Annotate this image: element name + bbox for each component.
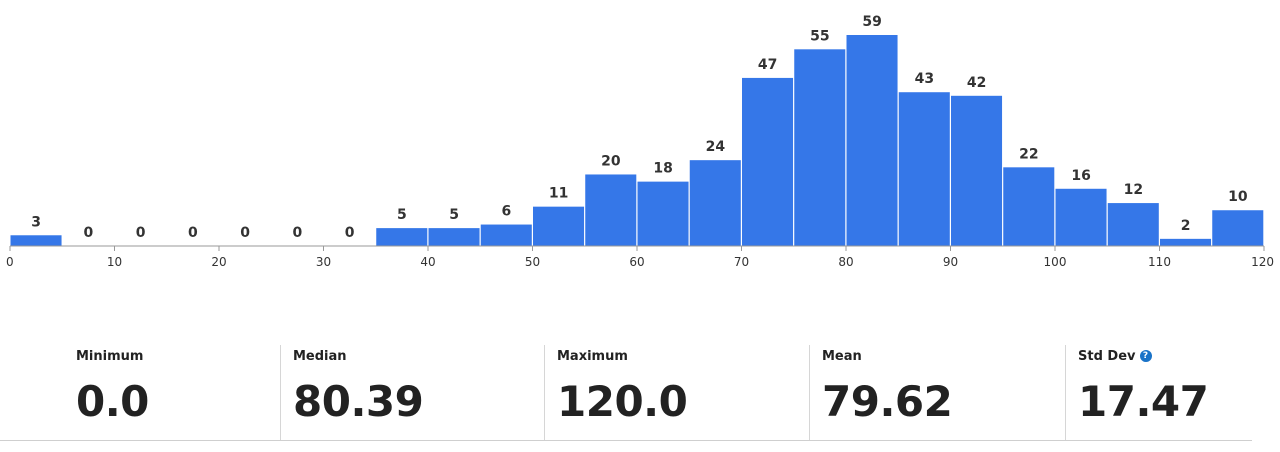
bar-value-label: 18 [653, 161, 672, 177]
x-tick-label: 60 [629, 255, 644, 269]
bar-value-label: 20 [601, 153, 621, 169]
bar-value-label: 0 [345, 225, 355, 241]
histogram-bar[interactable] [1107, 203, 1159, 246]
bar-value-label: 47 [758, 57, 777, 73]
histogram-bar[interactable] [742, 77, 794, 246]
histogram-bar[interactable] [794, 49, 846, 247]
bar-value-label: 42 [967, 75, 986, 91]
bar-value-label: 5 [397, 207, 407, 223]
bar-value-label: 0 [84, 225, 94, 241]
bars-group [10, 35, 1264, 247]
histogram-bar[interactable] [951, 95, 1003, 246]
bar-value-label: 3 [31, 214, 41, 230]
histogram-bar[interactable] [585, 174, 637, 246]
x-tick-label: 100 [1044, 255, 1067, 269]
x-tick-label: 110 [1148, 255, 1171, 269]
bar-value-label: 22 [1019, 146, 1038, 162]
stat-value: 120.0 [557, 377, 688, 426]
stat-minimum: Minimum 0.0 [0, 345, 280, 440]
histogram-bar[interactable] [1003, 167, 1055, 246]
stat-label-row: Std Dev ? [1078, 347, 1252, 365]
bar-value-label: 12 [1124, 182, 1143, 198]
x-tick-label: 0 [6, 255, 14, 269]
histogram-bar[interactable] [376, 228, 428, 246]
stat-maximum: Maximum 120.0 [544, 345, 809, 440]
x-tick-label: 20 [211, 255, 226, 269]
histogram-bar[interactable] [689, 160, 741, 246]
bar-value-label: 0 [293, 225, 303, 241]
histogram-bar[interactable] [1055, 188, 1107, 246]
stat-median: Median 80.39 [280, 345, 544, 440]
x-tick-label: 40 [420, 255, 435, 269]
stats-row: Minimum 0.0 Median 80.39 Maximum 120.0 M… [0, 345, 1252, 441]
help-icon[interactable]: ? [1139, 350, 1152, 362]
bar-value-label: 6 [502, 204, 512, 220]
bar-value-label: 0 [136, 225, 146, 241]
bar-value-label: 55 [810, 28, 829, 44]
bar-value-label: 5 [449, 207, 459, 223]
stat-std-dev: Std Dev ? 17.47 [1065, 345, 1252, 440]
x-tick-label: 80 [838, 255, 853, 269]
bar-value-label: 59 [862, 14, 881, 30]
histogram-bar[interactable] [637, 181, 689, 246]
bar-value-label: 16 [1071, 168, 1090, 184]
stat-label: Mean [822, 348, 862, 364]
bar-value-label: 24 [706, 139, 726, 155]
bar-value-label: 0 [188, 225, 198, 241]
x-tick-label: 70 [734, 255, 749, 269]
stat-mean: Mean 79.62 [809, 345, 1065, 440]
x-tick-label: 10 [107, 255, 122, 269]
stat-value: 17.47 [1078, 377, 1209, 426]
x-ticks-group: 0 10 20 30 40 50 60 70 80 90 100 110 120 [6, 246, 1274, 269]
histogram-bar[interactable] [898, 92, 950, 246]
stat-label: Std Dev [1078, 348, 1136, 364]
x-tick-label: 50 [525, 255, 540, 269]
stat-label: Maximum [557, 348, 628, 364]
histogram-bar[interactable] [428, 228, 480, 246]
x-tick-label: 90 [943, 255, 958, 269]
stat-value: 79.62 [822, 377, 953, 426]
stat-value: 0.0 [76, 377, 149, 426]
bar-value-label: 0 [240, 225, 250, 241]
x-tick-label: 30 [316, 255, 331, 269]
histogram-bar[interactable] [846, 35, 898, 246]
bar-value-label: 43 [915, 71, 934, 87]
histogram-bar[interactable] [10, 235, 62, 246]
stat-label: Minimum [76, 348, 144, 364]
bar-value-label: 10 [1228, 189, 1248, 205]
histogram-bar[interactable] [480, 224, 532, 246]
x-tick-label: 120 [1251, 255, 1274, 269]
stat-value: 80.39 [293, 377, 424, 426]
stat-label: Median [293, 348, 347, 364]
histogram-bar[interactable] [1212, 210, 1264, 246]
bar-value-label: 2 [1181, 218, 1191, 234]
histogram-bar[interactable] [1160, 238, 1212, 246]
bar-value-label: 11 [549, 186, 568, 202]
histogram-bar[interactable] [533, 206, 585, 246]
